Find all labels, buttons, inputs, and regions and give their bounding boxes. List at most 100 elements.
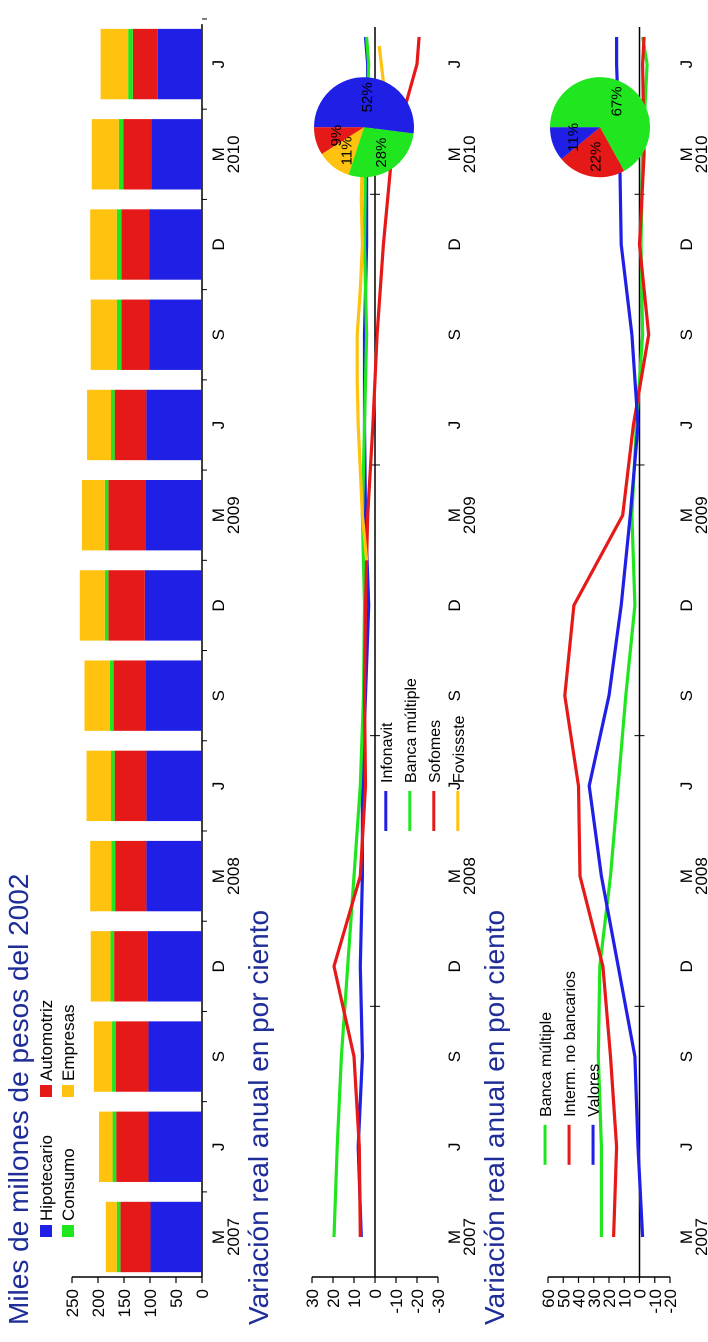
bar-automotriz-9 [114, 389, 147, 461]
x-tick-label: M [209, 147, 228, 161]
x-tick-label: M [209, 869, 228, 883]
y-tick-label: -30 [429, 1289, 448, 1314]
bar-automotriz-12 [123, 119, 152, 190]
legend-label: Sofomes [427, 720, 444, 783]
x-tick-label: J [209, 60, 228, 69]
y-tick-label: -20 [661, 1289, 680, 1314]
year-label: 2008 [224, 857, 243, 895]
pie-slice [321, 127, 364, 175]
y-tick-label: 0 [193, 1289, 212, 1298]
y-tick-label: 30 [585, 1289, 604, 1308]
panel-2: Variación real anual en por ciento 30 20 10… [243, 27, 479, 1325]
chart-title: Variación real anual en por ciento [479, 910, 510, 1325]
bar-automotriz-1 [116, 1111, 149, 1182]
pie-label: 28% [373, 138, 390, 168]
bar-hipotecario-12 [151, 119, 202, 190]
y-tick-label: 150 [115, 1289, 134, 1317]
bar-empresas-8 [81, 480, 105, 551]
year-label: 2007 [460, 1218, 479, 1256]
y-tick-label: 200 [89, 1289, 108, 1317]
legend-label: Banca múltiple [403, 678, 420, 783]
bar-automotriz-3 [114, 931, 148, 1002]
bar-empresas-3 [90, 931, 111, 1002]
line-sofomes [332, 36, 421, 1238]
y-tick-label: -10 [387, 1289, 406, 1314]
bar-consumo-8 [104, 480, 109, 551]
y-tick-label: -20 [408, 1289, 427, 1314]
pie-slice [314, 127, 364, 154]
chart-title: Variación real anual en por ciento [243, 910, 274, 1325]
bar-automotriz-5 [114, 750, 147, 822]
x-tick-label: M [445, 1230, 464, 1244]
x-tick-label: M [209, 1230, 228, 1244]
x-tick-label: J [677, 782, 696, 791]
bar-automotriz-10 [121, 299, 150, 370]
x-tick-label: S [209, 690, 228, 701]
bar-hipotecario-2 [148, 1021, 203, 1092]
bar-hipotecario-7 [144, 570, 203, 641]
x-tick-label: S [677, 1051, 696, 1062]
legend-swatch [62, 1225, 74, 1237]
bar-hipotecario-11 [149, 209, 202, 280]
x-tick-label: J [677, 60, 696, 69]
x-tick-label: J [445, 782, 464, 791]
panel-1: Miles de millones de pesos del 2002 0 50 10… [3, 18, 243, 1325]
legend-label: Consumo [59, 1148, 78, 1221]
x-tick-label: J [209, 1143, 228, 1152]
year-label: 2007 [224, 1218, 243, 1256]
x-tick-label: S [445, 1051, 464, 1062]
bar-empresas-5 [86, 750, 111, 822]
x-tick-label: D [677, 599, 696, 611]
legend-swatch [40, 1085, 52, 1097]
bar-empresas-10 [90, 299, 117, 370]
x-tick-label: M [677, 147, 696, 161]
legend-label: Automotriz [37, 1000, 56, 1081]
x-tick-label: D [445, 960, 464, 972]
x-tick-label: M [677, 1230, 696, 1244]
bar-consumo-4 [111, 840, 116, 912]
x-tick-label: M [445, 869, 464, 883]
x-tick-label: J [445, 1143, 464, 1152]
x-tick-label: S [445, 329, 464, 340]
y-tick-label: 50 [554, 1289, 573, 1308]
bar-empresas-9 [87, 389, 112, 461]
x-tick-label: J [445, 421, 464, 430]
legend-swatch [62, 1085, 74, 1097]
y-tick-label: 20 [324, 1289, 343, 1308]
bar-automotriz-2 [115, 1021, 149, 1092]
bar-empresas-12 [91, 119, 119, 190]
bar-automotriz-13 [132, 28, 158, 100]
year-label: 2009 [224, 496, 243, 534]
y-tick-label: 30 [303, 1289, 322, 1308]
year-label: 2010 [460, 135, 479, 173]
year-label: 2009 [692, 496, 708, 534]
bar-empresas-4 [90, 840, 112, 912]
x-tick-label: M [445, 508, 464, 522]
legend-label: Interm. no bancarios [562, 971, 579, 1117]
year-label: 2009 [460, 496, 479, 534]
line-interm-no-bancarios [563, 36, 651, 1238]
bar-hipotecario-0 [150, 1201, 203, 1273]
x-tick-label: J [445, 60, 464, 69]
legend-label: Infonavit [379, 722, 396, 783]
year-label: 2010 [692, 135, 708, 173]
bar-consumo-11 [116, 209, 122, 280]
bar-hipotecario-8 [145, 480, 203, 551]
bar-automotriz-7 [108, 570, 145, 641]
bar-hipotecario-6 [145, 660, 203, 731]
legend-label: Fovissste [451, 715, 468, 783]
year-label: 2008 [692, 857, 708, 895]
chart-title: Miles de millones de pesos del 2002 [3, 874, 34, 1325]
panel-3: Variación real anual en por ciento 605040… [479, 27, 708, 1325]
y-tick-label: 0 [366, 1289, 385, 1298]
y-tick-label: 20 [600, 1289, 619, 1308]
x-tick-label: M [209, 508, 228, 522]
pie-slice [348, 127, 414, 178]
bar-consumo-3 [110, 931, 115, 1002]
bar-hipotecario-9 [146, 389, 202, 461]
bar-empresas-0 [105, 1201, 117, 1273]
bar-consumo-5 [111, 750, 115, 822]
bar-hipotecario-1 [148, 1111, 203, 1182]
x-tick-label: D [209, 960, 228, 972]
